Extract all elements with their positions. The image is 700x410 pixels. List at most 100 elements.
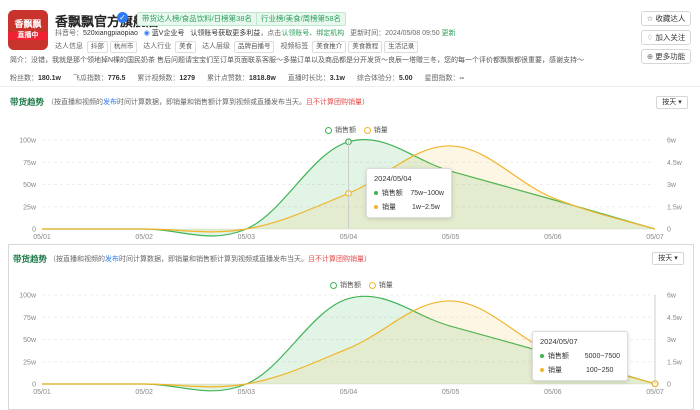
y-tick-label-left: 100w <box>19 293 37 300</box>
tooltip-date: 2024/05/04 <box>374 174 412 183</box>
profile-description: 简介：没错，我就是那个领地掉N棵的国民奶茶 售后问题请宝宝们至订单页面联系客服～… <box>10 57 584 64</box>
x-tick-label: 05/06 <box>544 234 562 241</box>
follow-button[interactable]: ♢ 加入关注 <box>641 30 691 45</box>
video-tag-chip: 美食推介 <box>312 41 347 53</box>
section-title-1: 带货趋势 <box>10 97 45 107</box>
legend-sales[interactable]: 销售额 <box>330 281 361 289</box>
x-tick-label: 05/01 <box>33 234 51 241</box>
x-tick-label: 05/05 <box>442 234 460 241</box>
section-title-2: 带货趋势 <box>13 254 48 264</box>
blue-v-icon: ◉ <box>143 30 150 37</box>
section-desc-2: （按直播和视频的发布时间计算数据，即销量和销售额计算到视频或直播发布当天。且不计… <box>49 256 371 263</box>
header-divider <box>0 86 700 87</box>
y-tick-label-left: 25w <box>23 359 37 366</box>
chart-legend-2: 销售额 销量 <box>330 280 393 290</box>
series-area <box>42 296 655 391</box>
avatar[interactable]: 香飘飘 直播中 <box>8 10 48 50</box>
granularity-dropdown-2[interactable]: 按天 ▾ <box>652 252 684 265</box>
info-label: 达人信息 <box>55 43 83 50</box>
x-tick-label: 05/07 <box>646 389 664 396</box>
x-tick-label: 05/01 <box>33 389 51 396</box>
video-tag-label: 视频标签 <box>280 43 309 50</box>
y-tick-label-left: 50w <box>23 337 37 344</box>
y-tick-label-right: 6w <box>667 293 677 300</box>
legend-volume[interactable]: 销量 <box>368 281 393 289</box>
y-tick-label-left: 0 <box>32 382 36 389</box>
industry-label: 达人行业 <box>143 43 172 50</box>
douyin-id-label: 抖音号： <box>55 30 83 37</box>
y-tick-label-left: 75w <box>23 315 37 322</box>
y-tick-label-left: 100w <box>19 138 37 145</box>
stat-fans: 粉丝数：180.1w <box>10 75 61 82</box>
x-tick-label: 05/03 <box>238 389 256 396</box>
stat-live-ratio: 直播时长比：3.1w <box>287 75 345 82</box>
more-functions-button[interactable]: ⊕ 更多功能 <box>641 49 691 64</box>
series-area <box>42 300 655 387</box>
y-tick-label-right: 0 <box>667 227 671 234</box>
douyin-id: 520xiangpiaopiao <box>83 30 138 37</box>
stat-score: 综合体验分：5.00 <box>356 75 413 82</box>
stat-index: 飞瓜指数：776.5 <box>72 75 126 82</box>
y-tick-label-left: 25w <box>23 204 37 211</box>
level-chip: 品牌自播号 <box>233 41 275 53</box>
info-chip: 抖部 <box>86 41 108 53</box>
series-area <box>42 145 655 232</box>
stat-likes: 累计点赞数：1818.8w <box>206 75 276 82</box>
trend-chart-1[interactable]: 0 0 25w 1.5w 50w 3w 75w 4.5w 100w 6w 05/01 05/02 05/… <box>0 130 700 245</box>
level-label: 达人层级 <box>202 43 231 50</box>
section-desc-1: （按直播和视频的发布时间计算数据，即销量和销售额计算到视频或直播发布当天。且不计… <box>47 99 369 106</box>
legend-sales[interactable]: 销售额 <box>325 126 356 134</box>
live-badge: 直播中 <box>8 32 48 40</box>
verified-icon: ✓ <box>117 12 128 23</box>
video-tag-chip: 美食教程 <box>348 41 383 53</box>
y-tick-label-right: 3w <box>667 337 677 344</box>
x-tick-label: 05/02 <box>135 234 153 241</box>
tooltip-date: 2024/05/07 <box>540 337 578 346</box>
stat-star-index: 星图指数：-- <box>424 75 465 82</box>
bell-icon: ♢ <box>646 33 654 42</box>
x-tick-label: 05/04 <box>340 389 358 396</box>
info-chip: 杭州市 <box>109 41 138 53</box>
chart-tooltip-2: 2024/05/07 销售额 5000~7500 销量 100~250 <box>532 331 628 381</box>
verify-text: 认领账号获取更多利益 <box>190 30 261 37</box>
x-tick-label: 05/02 <box>135 389 153 396</box>
rank-badge-1[interactable]: 带货达人榜/食品饮料/日榜第38名 <box>137 12 258 26</box>
tag-row: 达人信息 抖部 杭州市 达人行业 美食 达人层级 品牌自播号 视频标签 美食推介美… <box>55 41 420 53</box>
account-type: 蓝V企业号 <box>151 30 185 37</box>
y-tick-label-left: 75w <box>23 160 37 167</box>
page-title: 香飘飘官方旗舰店 <box>55 14 160 29</box>
x-tick-label: 05/03 <box>238 234 256 241</box>
legend-volume[interactable]: 销量 <box>363 126 388 134</box>
chart-tooltip-1: 2024/05/04 销售额 75w~100w 销量 1w~2.5w <box>366 168 452 218</box>
rank-badge-2[interactable]: 行业榜/美食/周榜第58名 <box>256 12 347 26</box>
y-tick-label-left: 0 <box>32 227 36 234</box>
stats-bar: 粉丝数：180.1w 飞瓜指数：776.5 累计视频数：1279 累计点赞数：1… <box>10 73 474 83</box>
x-tick-label: 05/06 <box>544 389 562 396</box>
star-icon: ☆ <box>646 14 654 23</box>
y-tick-label-right: 4.5w <box>667 315 683 322</box>
account-meta: 抖音号：520xiangpiaopiao ◉ 蓝V企业号 认领账号获取更多利益，… <box>55 28 456 38</box>
x-tick-label: 05/07 <box>646 234 664 241</box>
industry-chip: 美食 <box>175 41 197 53</box>
x-tick-label: 05/04 <box>340 234 358 241</box>
stat-videos: 累计视频数：1279 <box>137 75 195 82</box>
x-tick-label: 05/05 <box>442 389 460 396</box>
y-tick-label-right: 3w <box>667 182 677 189</box>
y-tick-label-right: 0 <box>667 382 671 389</box>
y-tick-label-right: 1.5w <box>667 204 683 211</box>
update-time: 2024/05/08 09:50 <box>385 30 440 37</box>
favorite-button[interactable]: ☆ 收藏达人 <box>641 11 691 26</box>
granularity-dropdown-1[interactable]: 按天 ▾ <box>656 96 688 109</box>
avatar-brand-text: 香飘飘 <box>14 19 42 30</box>
refresh-link[interactable]: 更新 <box>441 30 456 37</box>
update-label: 更新时间： <box>350 30 386 37</box>
y-tick-label-right: 1.5w <box>667 359 683 366</box>
claim-account-link[interactable]: 认领账号、绑定机构 <box>281 30 345 37</box>
y-tick-label-left: 50w <box>23 182 37 189</box>
more-icon: ⊕ <box>646 52 654 61</box>
chart-legend-1: 销售额 销量 <box>325 125 388 135</box>
y-tick-label-right: 4.5w <box>667 160 683 167</box>
y-tick-label-right: 6w <box>667 138 677 145</box>
video-tag-chip: 生活记录 <box>384 41 419 53</box>
trend-chart-2[interactable]: 0 0 25w 1.5w 50w 3w 75w 4.5w 100w 6w 05/01 05/02 05/… <box>0 285 700 400</box>
